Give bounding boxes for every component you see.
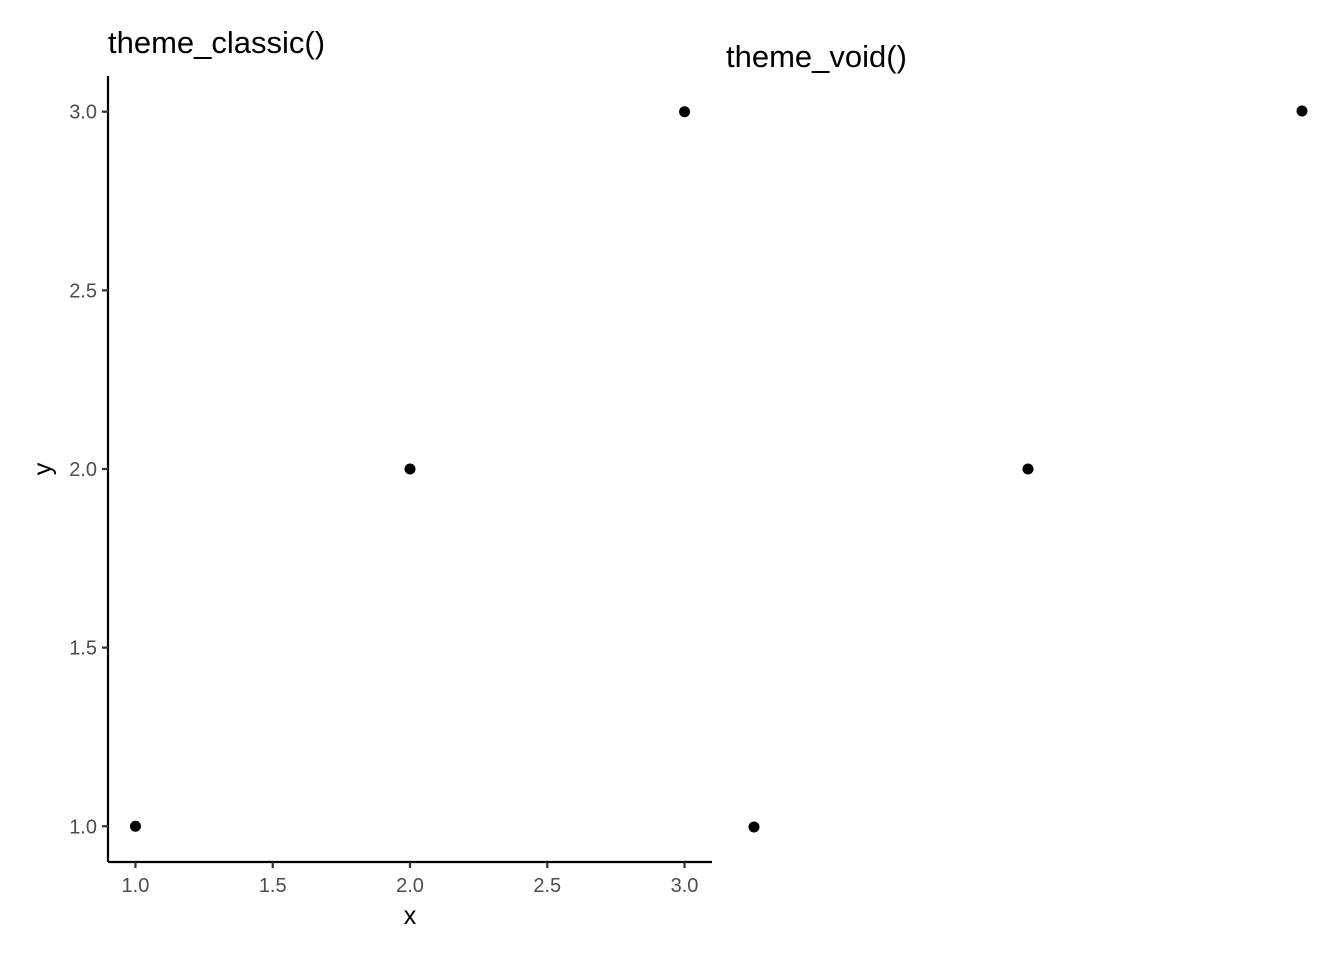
x-tick-label: 1.5 xyxy=(259,875,287,897)
points-classic xyxy=(129,106,691,832)
data-point xyxy=(1022,463,1034,475)
panel-void: theme_void() xyxy=(726,39,1308,833)
y-tick-label: 1.5 xyxy=(69,638,97,660)
y-tick-label: 2.0 xyxy=(69,459,97,481)
x-tick-label: 2.5 xyxy=(533,875,561,897)
x-tick-label: 3.0 xyxy=(671,875,699,897)
data-point xyxy=(1296,105,1308,117)
panel-title-void: theme_void() xyxy=(726,39,907,74)
data-point xyxy=(129,820,141,832)
x-axis-ticks: 1.0 1.5 2.0 2.5 3.0 xyxy=(122,862,699,897)
y-tick-label: 2.5 xyxy=(69,280,97,302)
data-point xyxy=(748,821,760,833)
data-point xyxy=(404,463,416,475)
x-tick-label: 2.0 xyxy=(396,875,424,897)
panel-title-classic: theme_classic() xyxy=(108,25,325,60)
y-axis-ticks: 1.0 1.5 2.0 2.5 3.0 xyxy=(69,102,108,838)
panel-classic: theme_classic() 1.0 1.5 2.0 2.5 3.0 1.0 1.5 2.… xyxy=(29,25,712,930)
y-tick-label: 1.0 xyxy=(69,816,97,838)
x-tick-label: 1.0 xyxy=(122,875,150,897)
y-tick-label: 3.0 xyxy=(69,102,97,124)
x-axis-title: x xyxy=(404,902,417,930)
data-point xyxy=(679,106,691,118)
y-axis-title: y xyxy=(29,462,57,475)
points-void xyxy=(748,105,1308,833)
